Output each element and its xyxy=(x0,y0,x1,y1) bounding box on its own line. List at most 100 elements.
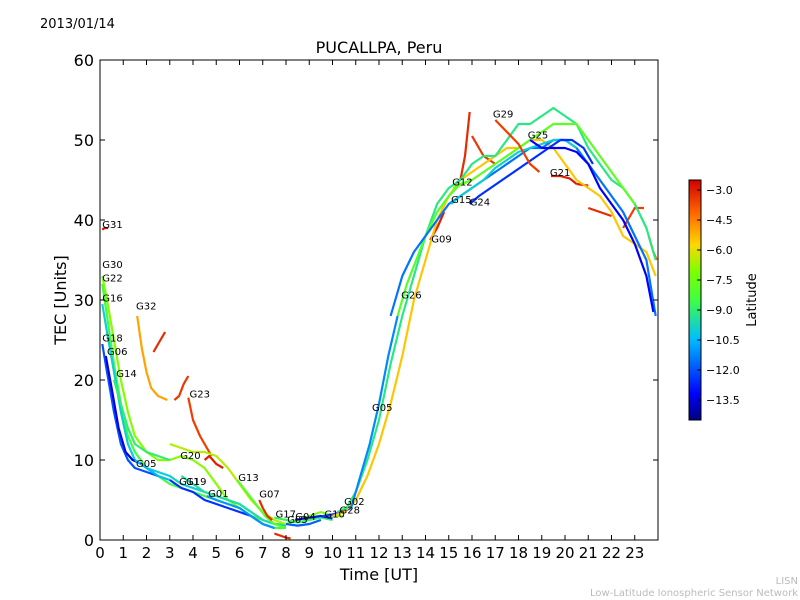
series-line-g19-12 xyxy=(180,475,275,526)
prn-label-g31: G31 xyxy=(102,220,122,231)
colorbar-tick-label: −4.5 xyxy=(706,214,733,227)
x-tick-label: 15 xyxy=(439,544,458,562)
x-tick-label: 16 xyxy=(462,544,481,562)
series-line-g05-10 xyxy=(134,459,171,482)
series-line-g14-6 xyxy=(112,379,171,462)
colorbar-tick-label: −13.5 xyxy=(706,394,740,407)
prn-label-g30: G30 xyxy=(102,260,122,271)
y-tick-label: 40 xyxy=(74,211,94,230)
x-tick-label: 8 xyxy=(281,544,291,562)
series-line-g17-16 xyxy=(274,516,333,524)
y-tick-label: 30 xyxy=(74,291,94,310)
tec-segment-6 xyxy=(471,135,496,165)
prn-label-g12: G12 xyxy=(452,178,472,189)
series-line-g30-1 xyxy=(101,275,345,526)
series-line-g02-21 xyxy=(336,106,657,514)
footer-network: Low-Latitude Ionospheric Sensor Network xyxy=(590,588,798,599)
colorbar-tick-label: −3.0 xyxy=(706,184,733,197)
colorbar: −3.0 −4.5 −6.0 −7.5 −9.0 −10.5 −12.0 −13.5 Lati… xyxy=(688,179,760,421)
x-tick-label: 19 xyxy=(532,544,551,562)
prn-label-g04: G04 xyxy=(295,512,315,523)
tec-segment-5 xyxy=(459,111,471,181)
prn-label-g03: G03 xyxy=(287,515,307,526)
tec-segment-3 xyxy=(274,532,291,540)
series-line-g32-7 xyxy=(136,315,168,402)
colorbar-tick-label: −12.0 xyxy=(706,364,740,377)
x-tick-label: 5 xyxy=(211,544,221,562)
y-tick-label: 60 xyxy=(74,51,94,70)
x-tick-label: 18 xyxy=(509,544,528,562)
series-line-g13-14 xyxy=(236,479,287,530)
x-tick-label: 20 xyxy=(555,544,574,562)
x-axis: 0 1 2 3 4 5 6 7 8 9 10 11 12 13 14 15 16 17 18 19 20 21 22 23 xyxy=(95,60,644,562)
series-line-g31-0 xyxy=(101,226,109,231)
colorbar-label: Latitude xyxy=(745,273,760,327)
series-line-g24-27 xyxy=(468,138,594,205)
colorbar-gradient xyxy=(688,179,702,421)
prn-label-g21: G21 xyxy=(550,168,570,179)
prn-label-g01: G01 xyxy=(208,489,228,500)
prn-label-g18: G18 xyxy=(102,334,122,345)
x-tick-label: 9 xyxy=(304,544,314,562)
series-line-g01-13 xyxy=(206,494,275,530)
series-line-g05-22 xyxy=(350,315,399,509)
x-tick-label: 14 xyxy=(416,544,435,562)
plot-area: G31G30G22G16G18G06G14G32G23G20G05G11G19G… xyxy=(101,106,658,540)
tec-segment-0 xyxy=(152,331,167,353)
prn-label-g11: G11 xyxy=(179,477,199,488)
prn-label-g13: G13 xyxy=(238,473,258,484)
x-tick-label: 22 xyxy=(602,544,621,562)
y-tick-label: 10 xyxy=(74,451,94,470)
prn-label-g28: G28 xyxy=(340,506,360,517)
colorbar-tick-label: −10.5 xyxy=(706,334,740,347)
prn-label-g17: G17 xyxy=(276,510,296,521)
chart-title: PUCALLPA, Peru xyxy=(316,38,443,57)
x-tick-label: 21 xyxy=(579,544,598,562)
x-axis-label: Time [UT] xyxy=(339,565,418,584)
series-line-g06-5 xyxy=(104,355,143,466)
x-tick-label: 0 xyxy=(95,544,105,562)
x-tick-label: 6 xyxy=(235,544,245,562)
prn-label-g10: G10 xyxy=(324,510,344,521)
tec-segment-8 xyxy=(587,206,612,218)
tec-segment-1 xyxy=(173,375,190,401)
prn-label-g05: G05 xyxy=(372,403,392,414)
x-tick-label: 10 xyxy=(323,544,342,562)
colorbar-tick-label: −9.0 xyxy=(706,304,733,317)
x-tick-label: 2 xyxy=(142,544,152,562)
x-tick-label: 3 xyxy=(165,544,175,562)
y-tick-label: 0 xyxy=(84,531,94,550)
prn-label-g15: G15 xyxy=(451,195,471,206)
prn-label-g06: G06 xyxy=(107,347,127,358)
prn-label-g26: G26 xyxy=(401,290,421,301)
tec-segment-2 xyxy=(203,454,224,469)
footer-lisn: LISN xyxy=(775,576,798,587)
x-tick-label: 11 xyxy=(346,544,365,562)
series-line-g03-17 xyxy=(285,518,322,527)
x-tick-label: 4 xyxy=(188,544,198,562)
prn-label-g22: G22 xyxy=(102,274,122,285)
series-line-g21-30 xyxy=(551,174,578,185)
series-line-g18-4 xyxy=(101,343,159,478)
x-tick-label: 13 xyxy=(393,544,412,562)
plot-frame xyxy=(99,59,659,541)
series-line-g23-8 xyxy=(187,397,213,457)
x-tick-label: 12 xyxy=(369,544,388,562)
prn-label-g19: G19 xyxy=(186,477,206,488)
series-line-g04-18 xyxy=(295,514,333,522)
prn-label-g14: G14 xyxy=(116,369,136,380)
y-axis: 0 10 20 30 40 50 60 xyxy=(74,51,658,550)
prn-label-g02: G02 xyxy=(344,497,364,508)
prn-label-g23: G23 xyxy=(190,390,210,401)
prn-label-g07: G07 xyxy=(259,490,279,501)
prn-label-g16: G16 xyxy=(102,294,122,305)
prn-label-g32: G32 xyxy=(136,302,156,313)
series-line-g29-28 xyxy=(494,119,541,173)
x-tick-label: 17 xyxy=(486,544,505,562)
x-tick-label: 23 xyxy=(625,544,644,562)
series-line-g07-15 xyxy=(258,499,273,521)
prn-label-g25: G25 xyxy=(528,130,548,141)
prn-label-g29: G29 xyxy=(493,110,513,121)
y-tick-label: 20 xyxy=(74,371,94,390)
